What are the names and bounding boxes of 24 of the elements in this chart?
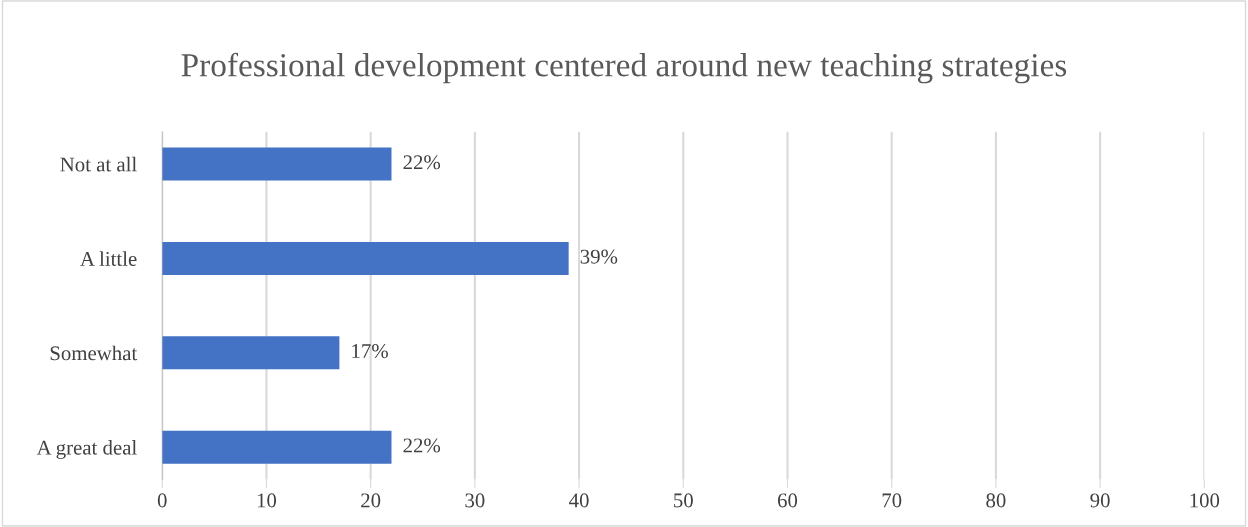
y-tick-label: A great deal: [36, 440, 137, 459]
x-tick-label: 90: [1090, 493, 1110, 508]
x-tick-label: 100: [1190, 493, 1220, 508]
x-tick-label: 40: [569, 493, 589, 508]
y-tick-label: Somewhat: [50, 345, 138, 361]
data-label: 39%: [580, 249, 618, 264]
bar: [162, 147, 392, 181]
x-tick-label: 0: [157, 493, 167, 508]
bar: [162, 241, 569, 275]
bar: [162, 430, 392, 464]
x-tick-label: 10: [257, 493, 277, 508]
chart-title: Professional development centered around new teaching strategies: [181, 52, 1067, 84]
x-tick-label: 60: [777, 493, 798, 508]
bar: [162, 336, 340, 370]
data-label: 22%: [403, 155, 441, 170]
x-tick-label: 50: [674, 493, 693, 508]
data-label: 22%: [403, 438, 441, 453]
x-tick-label: 80: [986, 493, 1006, 508]
y-tick-label: A little: [80, 251, 137, 266]
data-label: 17%: [352, 344, 388, 359]
x-tick-label: 30: [465, 493, 485, 508]
y-tick-label: Not at all: [60, 156, 137, 172]
x-tick-label: 20: [361, 493, 381, 508]
x-tick-label: 70: [882, 493, 902, 508]
